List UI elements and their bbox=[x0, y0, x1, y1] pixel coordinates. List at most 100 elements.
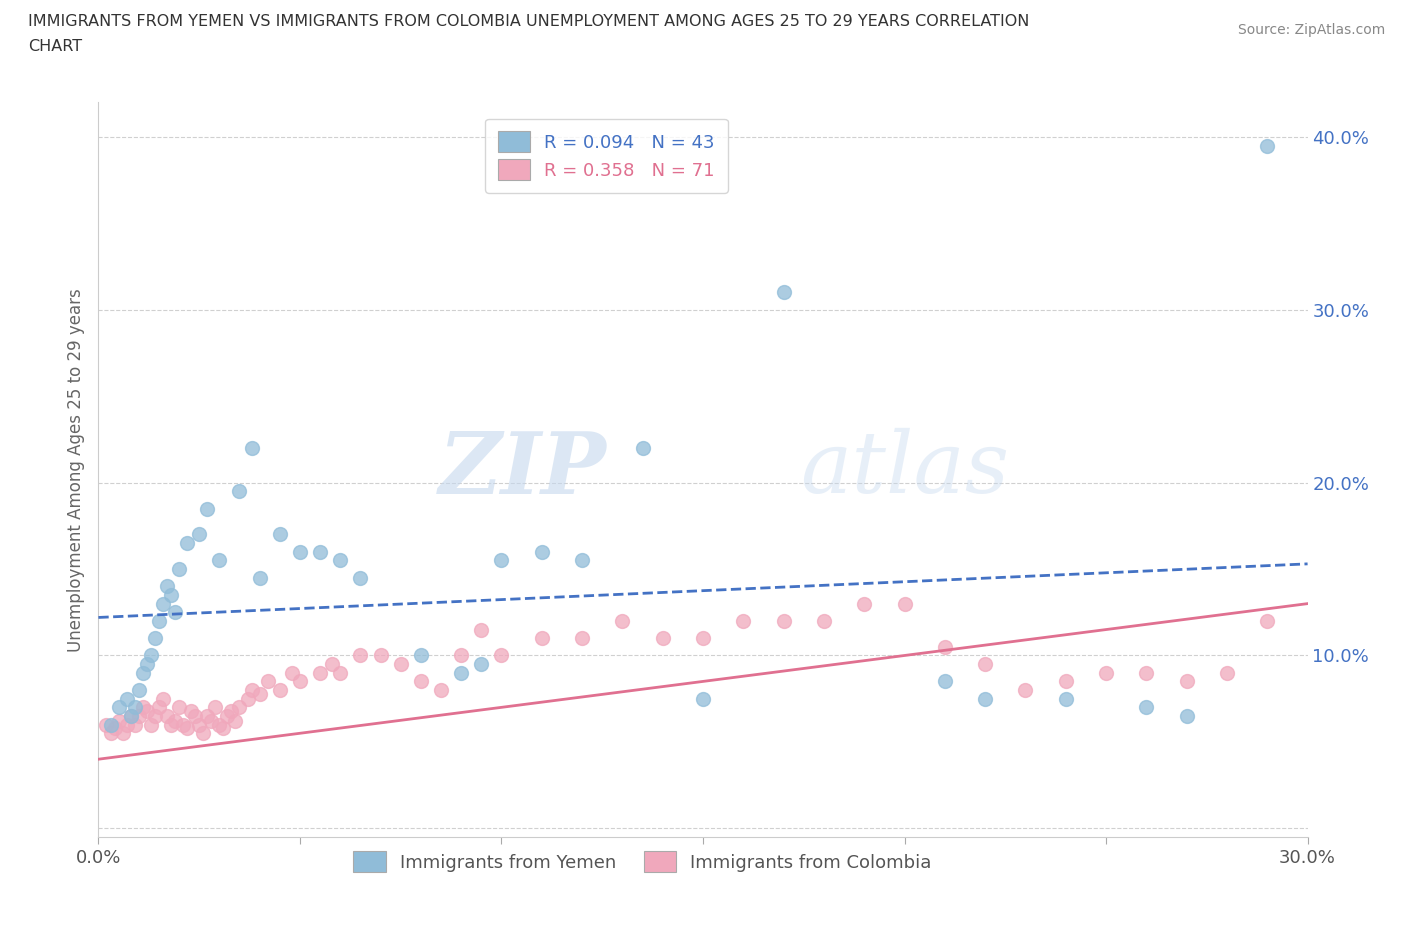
Point bbox=[269, 527, 291, 542]
Point bbox=[1256, 614, 1278, 629]
Point bbox=[934, 674, 956, 689]
Point bbox=[772, 285, 794, 299]
Point bbox=[1095, 665, 1118, 680]
Point bbox=[132, 700, 155, 715]
Point bbox=[631, 441, 654, 456]
Point bbox=[120, 709, 142, 724]
Point bbox=[188, 527, 211, 542]
Point bbox=[148, 700, 170, 715]
Point bbox=[163, 604, 186, 619]
Point bbox=[813, 614, 835, 629]
Point bbox=[389, 657, 412, 671]
Point bbox=[176, 721, 198, 736]
Point bbox=[228, 484, 250, 498]
Point bbox=[193, 725, 215, 740]
Point bbox=[249, 686, 271, 701]
Point bbox=[167, 700, 190, 715]
Point bbox=[200, 713, 222, 728]
Point bbox=[893, 596, 915, 611]
Text: ZIP: ZIP bbox=[439, 428, 606, 512]
Point bbox=[180, 703, 202, 718]
Point bbox=[128, 709, 150, 724]
Point bbox=[309, 665, 332, 680]
Point bbox=[135, 703, 157, 718]
Point bbox=[156, 709, 179, 724]
Point bbox=[188, 717, 211, 732]
Text: Source: ZipAtlas.com: Source: ZipAtlas.com bbox=[1237, 23, 1385, 37]
Point bbox=[692, 631, 714, 645]
Point bbox=[612, 614, 634, 629]
Point bbox=[1135, 700, 1157, 715]
Point bbox=[184, 709, 207, 724]
Point bbox=[470, 657, 492, 671]
Point bbox=[491, 648, 513, 663]
Point bbox=[409, 648, 432, 663]
Point bbox=[1014, 683, 1036, 698]
Point bbox=[1054, 691, 1077, 706]
Point bbox=[103, 721, 125, 736]
Point bbox=[172, 717, 194, 732]
Point bbox=[349, 648, 371, 663]
Point bbox=[115, 691, 138, 706]
Point bbox=[1256, 138, 1278, 153]
Point bbox=[217, 709, 239, 724]
Point bbox=[221, 703, 243, 718]
Point bbox=[160, 717, 183, 732]
Point bbox=[692, 691, 714, 706]
Point bbox=[491, 553, 513, 568]
Point bbox=[208, 717, 231, 732]
Point bbox=[100, 725, 122, 740]
Point bbox=[571, 553, 593, 568]
Point bbox=[204, 700, 226, 715]
Point bbox=[111, 725, 134, 740]
Point bbox=[156, 578, 179, 593]
Point bbox=[228, 700, 250, 715]
Point bbox=[224, 713, 246, 728]
Point bbox=[107, 700, 129, 715]
Point bbox=[530, 631, 553, 645]
Point bbox=[195, 709, 218, 724]
Point bbox=[256, 674, 278, 689]
Point bbox=[139, 717, 162, 732]
Point bbox=[571, 631, 593, 645]
Point bbox=[107, 713, 129, 728]
Point bbox=[240, 441, 263, 456]
Point bbox=[934, 640, 956, 655]
Point bbox=[530, 544, 553, 559]
Point bbox=[176, 536, 198, 551]
Y-axis label: Unemployment Among Ages 25 to 29 years: Unemployment Among Ages 25 to 29 years bbox=[66, 287, 84, 652]
Point bbox=[269, 683, 291, 698]
Point bbox=[124, 717, 146, 732]
Point bbox=[160, 588, 183, 603]
Point bbox=[733, 614, 755, 629]
Point bbox=[163, 713, 186, 728]
Point bbox=[470, 622, 492, 637]
Legend: Immigrants from Yemen, Immigrants from Colombia: Immigrants from Yemen, Immigrants from C… bbox=[346, 844, 939, 880]
Point bbox=[115, 717, 138, 732]
Text: IMMIGRANTS FROM YEMEN VS IMMIGRANTS FROM COLOMBIA UNEMPLOYMENT AMONG AGES 25 TO : IMMIGRANTS FROM YEMEN VS IMMIGRANTS FROM… bbox=[28, 14, 1029, 29]
Point bbox=[1216, 665, 1239, 680]
Point bbox=[974, 657, 997, 671]
Point bbox=[212, 721, 235, 736]
Point bbox=[651, 631, 673, 645]
Point bbox=[288, 544, 311, 559]
Point bbox=[240, 683, 263, 698]
Point bbox=[329, 553, 352, 568]
Point bbox=[853, 596, 876, 611]
Point bbox=[430, 683, 453, 698]
Point bbox=[409, 674, 432, 689]
Point bbox=[370, 648, 392, 663]
Point bbox=[249, 570, 271, 585]
Point bbox=[1175, 674, 1198, 689]
Point bbox=[450, 665, 472, 680]
Point bbox=[208, 553, 231, 568]
Point bbox=[132, 665, 155, 680]
Point bbox=[167, 562, 190, 577]
Point bbox=[148, 614, 170, 629]
Point bbox=[288, 674, 311, 689]
Point bbox=[96, 717, 118, 732]
Point bbox=[100, 717, 122, 732]
Point bbox=[120, 709, 142, 724]
Point bbox=[135, 657, 157, 671]
Point bbox=[143, 709, 166, 724]
